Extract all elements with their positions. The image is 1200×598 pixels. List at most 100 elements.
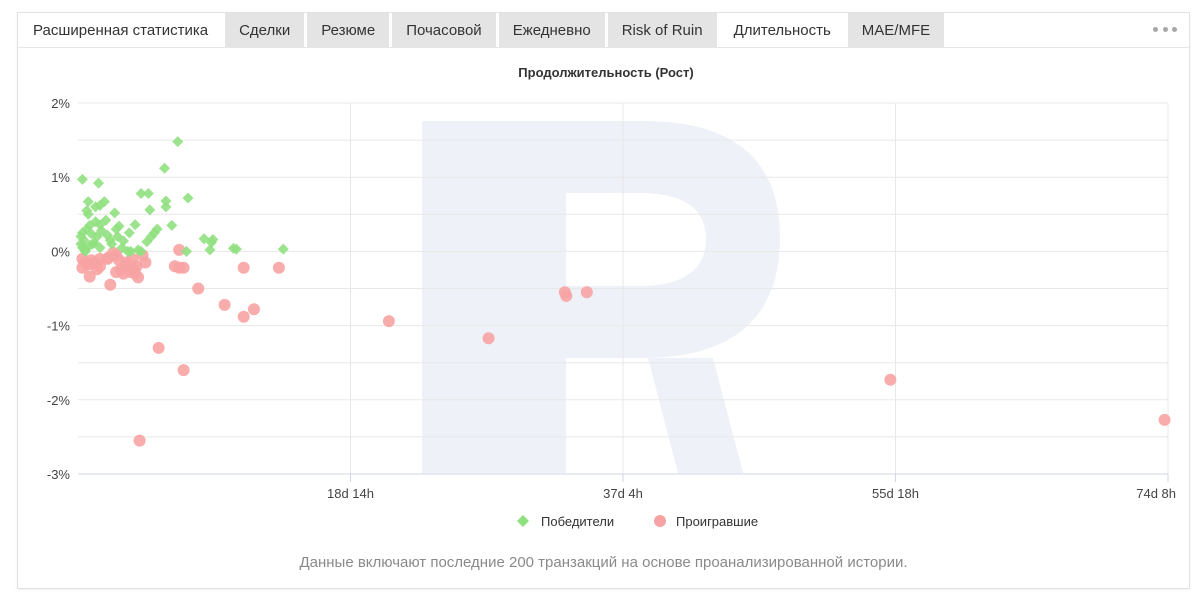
winner-point xyxy=(277,243,289,255)
winner-point xyxy=(159,162,171,174)
winner-point xyxy=(160,201,172,213)
winner-point xyxy=(142,188,154,200)
tab-risk-of-ruin[interactable]: Risk of Ruin xyxy=(607,13,717,47)
winner-point xyxy=(144,204,156,216)
loser-point xyxy=(192,282,205,295)
legend-winners-marker xyxy=(517,515,529,527)
legend-item-winners[interactable]: Победители xyxy=(517,514,614,529)
loser-point xyxy=(132,271,145,284)
winner-point xyxy=(182,192,194,204)
winner-point xyxy=(129,219,141,231)
tab-deals[interactable]: Сделки xyxy=(225,13,305,47)
winner-point xyxy=(82,196,94,208)
tab-duration[interactable]: Длительность xyxy=(719,13,845,47)
more-horizontal-icon[interactable] xyxy=(1153,19,1177,39)
tab-divider xyxy=(18,47,1189,48)
winner-point xyxy=(145,231,157,243)
watermark-logo xyxy=(422,121,780,473)
footer-note: Данные включают последние 200 транзакций… xyxy=(299,554,908,571)
winner-point xyxy=(122,245,134,257)
more-dot xyxy=(1153,26,1158,32)
legend-item-losers[interactable]: Проигравшие xyxy=(654,514,758,529)
loser-point xyxy=(580,286,593,299)
loser-point xyxy=(884,373,897,386)
winner-point xyxy=(75,231,87,243)
winner-point xyxy=(109,207,121,219)
legend: Победители Проигравшие xyxy=(517,514,758,529)
winner-point xyxy=(94,242,106,254)
y-tick-label: 1% xyxy=(51,170,70,185)
loser-point xyxy=(247,303,260,316)
watermark-shape xyxy=(422,121,780,473)
loser-point xyxy=(133,434,146,447)
winner-point xyxy=(198,233,210,245)
loser-point xyxy=(173,243,186,256)
y-tick-label: -1% xyxy=(47,319,71,334)
winner-point xyxy=(230,243,242,255)
winner-point xyxy=(172,136,184,148)
more-dot xyxy=(1162,26,1168,32)
loser-point xyxy=(382,315,395,328)
loser-point xyxy=(107,246,120,259)
winner-point xyxy=(181,245,193,257)
y-tick-label: 2% xyxy=(51,96,70,111)
statistics-card: Расширенная статистика Сделки Резюме Поч… xyxy=(17,12,1190,589)
legend-winners-label: Победители xyxy=(541,514,614,529)
winner-point xyxy=(135,188,147,200)
loser-point xyxy=(1158,413,1171,426)
winner-point xyxy=(207,234,219,246)
winner-point xyxy=(98,196,110,208)
winner-point xyxy=(110,223,122,235)
tab-mae-mfe[interactable]: MAE/MFE xyxy=(847,13,945,47)
legend-losers-marker xyxy=(654,515,666,527)
winner-point xyxy=(93,177,105,189)
loser-point xyxy=(560,289,573,302)
winner-point xyxy=(81,205,93,217)
loser-point xyxy=(91,263,104,276)
winner-point xyxy=(90,201,102,213)
loser-point xyxy=(152,341,165,354)
legend-losers-label: Проигравшие xyxy=(676,514,758,529)
loser-point xyxy=(272,261,285,274)
winner-point xyxy=(76,173,88,185)
grid xyxy=(78,102,1169,475)
tab-extended-statistics[interactable]: Расширенная статистика xyxy=(18,13,223,47)
winner-point xyxy=(84,219,96,231)
tab-summary[interactable]: Резюме xyxy=(307,13,390,47)
loser-point xyxy=(139,256,152,269)
winner-point xyxy=(204,244,216,256)
loser-point xyxy=(237,261,250,274)
y-axis-ticks: 2% 1% 0% -1% -2% -3% xyxy=(47,96,71,482)
tab-hourly[interactable]: Почасовой xyxy=(392,13,496,47)
loser-point xyxy=(83,270,96,283)
winner-point xyxy=(151,223,163,235)
watermark-leg xyxy=(648,358,743,473)
winner-point xyxy=(104,234,116,246)
duration-scatter-chart: Продолжительность (Рост) 2% 1% 0% -1% -2% -3%… xyxy=(47,65,1176,529)
y-tick-label: -3% xyxy=(47,467,71,482)
loser-point xyxy=(218,298,231,311)
loser-point xyxy=(177,364,190,377)
tab-bar: Расширенная статистика Сделки Резюме Поч… xyxy=(18,13,1189,47)
winner-point xyxy=(85,228,97,240)
x-tick-label: 18d 14h xyxy=(327,486,374,501)
tab-daily[interactable]: Ежедневно xyxy=(498,13,605,47)
more-dot xyxy=(1172,26,1177,32)
points xyxy=(75,136,1171,447)
y-tick-label: -2% xyxy=(47,393,71,408)
x-axis-ticks: 18d 14h 37d 4h 55d 18h 74d 8h xyxy=(327,474,1176,501)
x-tick-label: 74d 8h xyxy=(1136,486,1176,501)
loser-point xyxy=(104,278,117,291)
x-tick-label: 37d 4h xyxy=(603,486,643,501)
winner-point xyxy=(135,245,147,257)
x-tick-label: 55d 18h xyxy=(872,486,919,501)
loser-point xyxy=(482,332,495,345)
loser-point xyxy=(177,261,190,274)
y-tick-label: 0% xyxy=(51,244,70,259)
winner-point xyxy=(79,245,91,257)
loser-point xyxy=(237,310,250,323)
winner-point xyxy=(123,227,135,239)
chart-title: Продолжительность (Рост) xyxy=(518,65,693,80)
winner-point xyxy=(166,219,178,231)
winner-point xyxy=(160,195,172,207)
